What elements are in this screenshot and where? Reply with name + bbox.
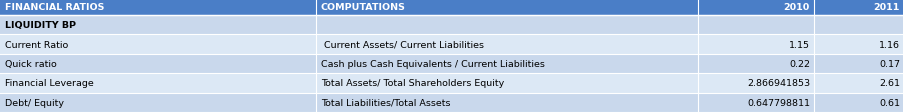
Text: 1.15: 1.15 (788, 40, 809, 49)
Bar (316, 54, 697, 74)
Text: COMPUTATIONS: COMPUTATIONS (321, 3, 405, 12)
Text: 2010: 2010 (783, 3, 809, 12)
Text: Total Liabilities/Total Assets: Total Liabilities/Total Assets (321, 98, 450, 107)
Bar (813, 35, 903, 54)
Text: Current Assets/ Current Liabilities: Current Assets/ Current Liabilities (321, 40, 483, 49)
Bar (0, 16, 316, 35)
Text: 0.17: 0.17 (878, 59, 899, 68)
Text: Total Assets/ Total Shareholders Equity: Total Assets/ Total Shareholders Equity (321, 79, 504, 88)
Bar (316, 16, 697, 35)
Text: Current Ratio: Current Ratio (5, 40, 68, 49)
Bar (0, 54, 316, 74)
Text: 1.16: 1.16 (878, 40, 899, 49)
Text: Quick ratio: Quick ratio (5, 59, 57, 68)
Bar (0, 35, 316, 54)
Bar (0, 93, 316, 112)
Text: Cash plus Cash Equivalents / Current Liabilities: Cash plus Cash Equivalents / Current Lia… (321, 59, 545, 68)
Bar (697, 35, 813, 54)
Bar (316, 93, 697, 112)
Text: 2.61: 2.61 (878, 79, 899, 88)
Bar (813, 54, 903, 74)
Bar (697, 93, 813, 112)
Text: 2.866941853: 2.866941853 (746, 79, 809, 88)
Bar (697, 0, 813, 16)
Bar (697, 54, 813, 74)
Bar (697, 74, 813, 93)
Bar (0, 74, 316, 93)
Bar (0, 0, 316, 16)
Text: 0.61: 0.61 (878, 98, 899, 107)
Bar (813, 0, 903, 16)
Text: LIQUIDITY BP: LIQUIDITY BP (5, 21, 76, 30)
Text: Financial Leverage: Financial Leverage (5, 79, 94, 88)
Text: 0.22: 0.22 (788, 59, 809, 68)
Bar (316, 74, 697, 93)
Text: 2011: 2011 (872, 3, 899, 12)
Bar (813, 16, 903, 35)
Bar (697, 16, 813, 35)
Text: FINANCIAL RATIOS: FINANCIAL RATIOS (5, 3, 104, 12)
Bar (813, 93, 903, 112)
Bar (316, 35, 697, 54)
Text: Debt/ Equity: Debt/ Equity (5, 98, 64, 107)
Text: 0.647798811: 0.647798811 (746, 98, 809, 107)
Bar (316, 0, 697, 16)
Bar (813, 74, 903, 93)
